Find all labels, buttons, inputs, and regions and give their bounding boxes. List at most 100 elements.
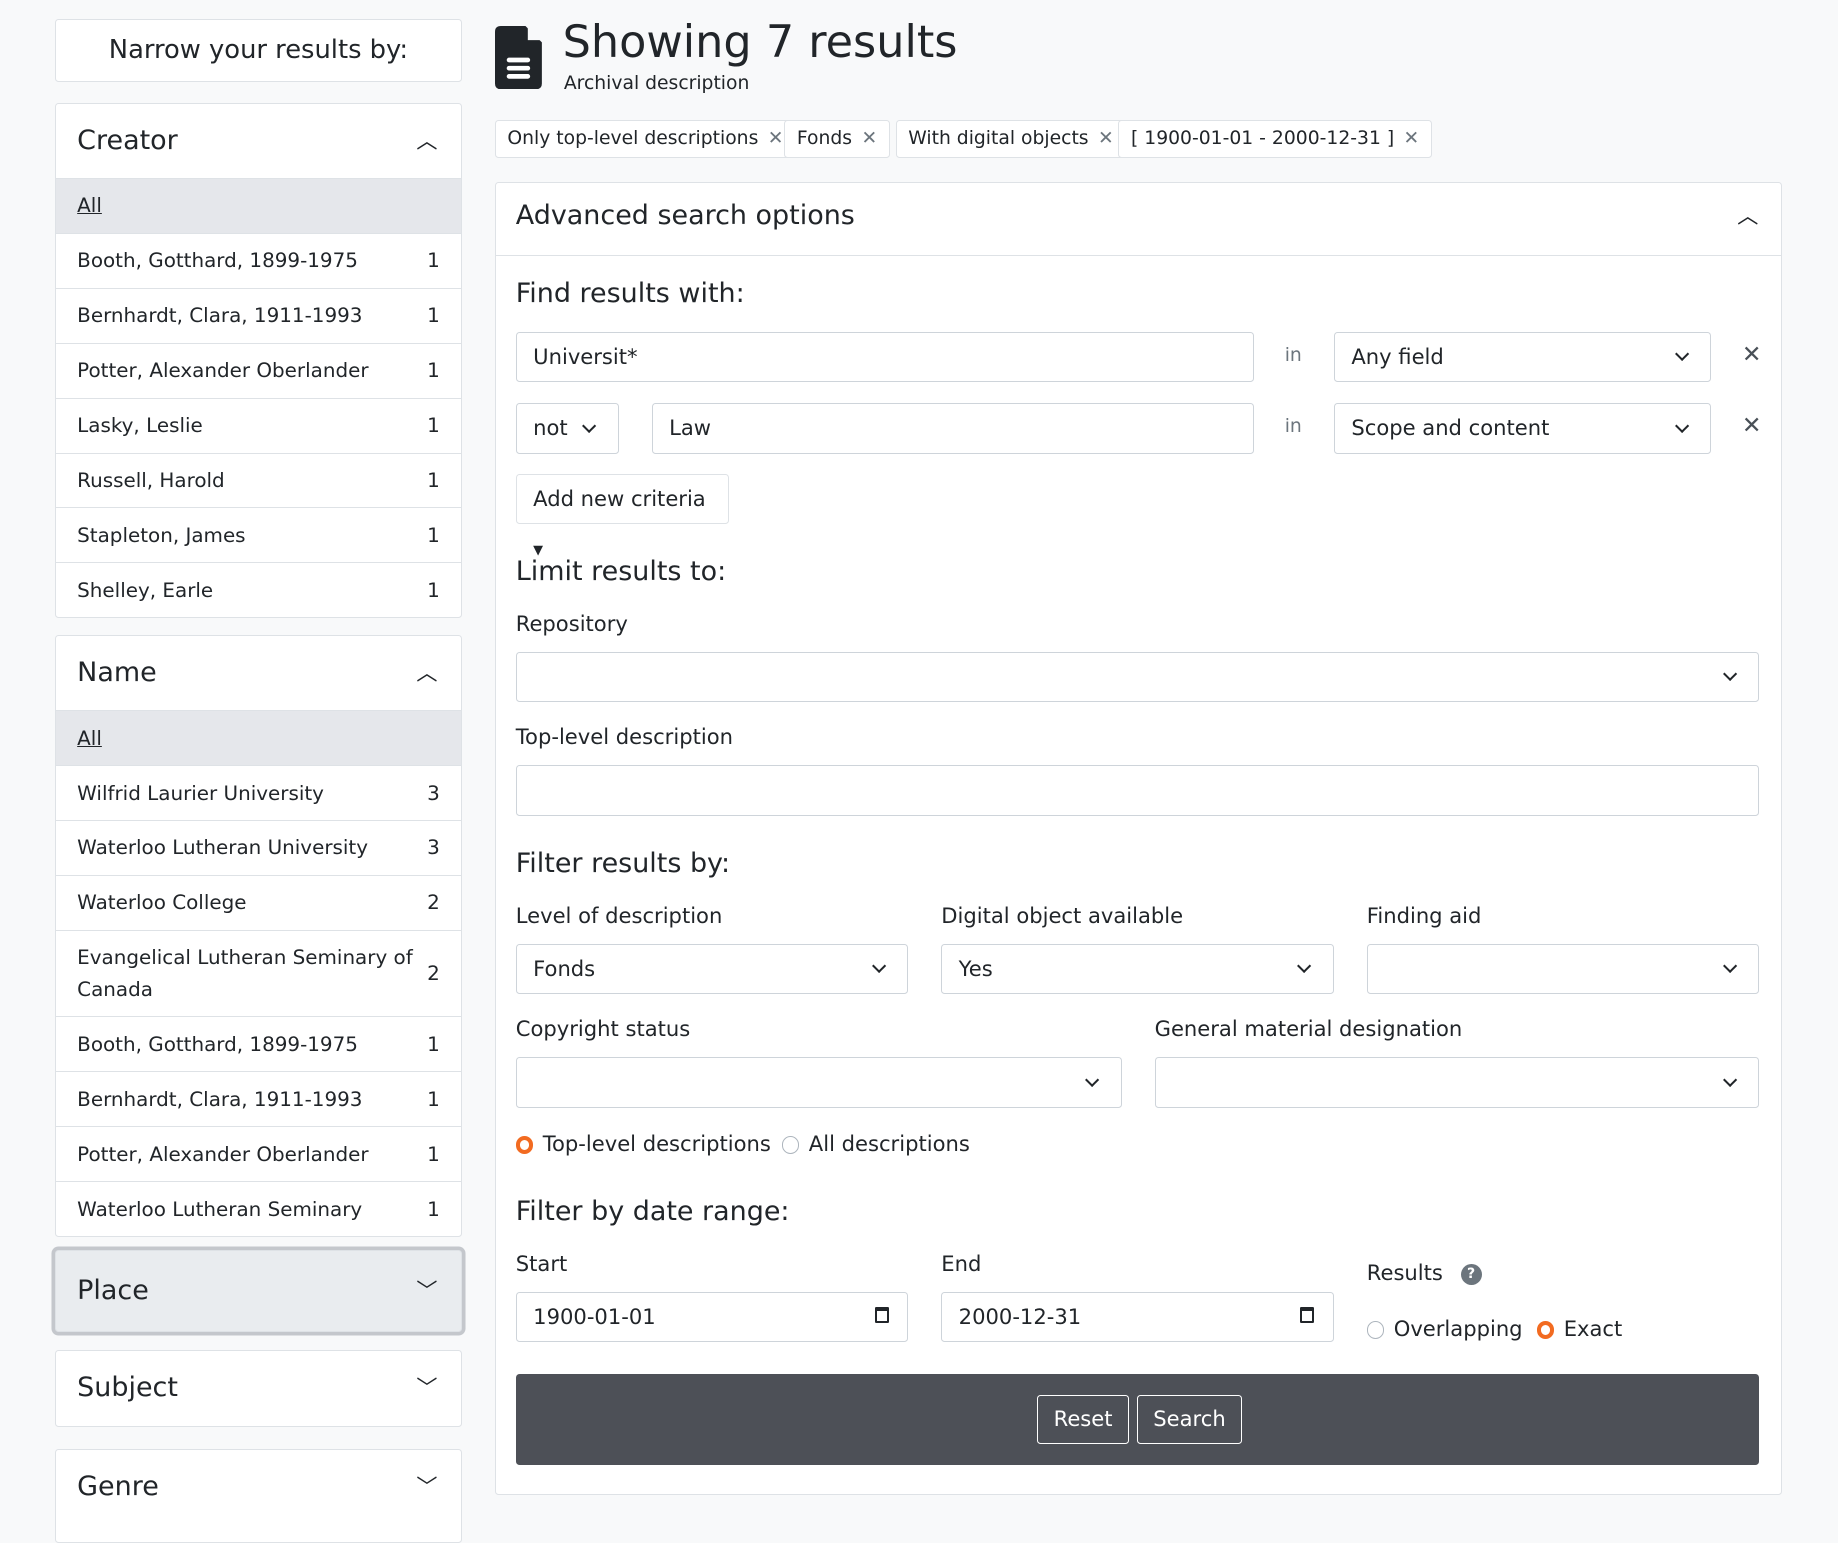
facet-item[interactable]: Russell, Harold 1 (56, 454, 461, 509)
calendar-icon[interactable] (874, 1306, 889, 1324)
copyright-label: Copyright status (515, 1016, 691, 1042)
facet-item-label: Shelley, Earle (77, 578, 214, 602)
creator-facet-header[interactable]: Creator ︿ (56, 104, 461, 179)
facet-item-label: Stapleton, James (77, 523, 246, 547)
sidebar-title: Narrow your results by: (55, 18, 462, 83)
field-select[interactable]: Any field (1333, 331, 1712, 383)
all-link[interactable]: All (77, 194, 102, 218)
name-facet-header[interactable]: Name ︿ (56, 636, 461, 712)
repository-select[interactable] (515, 651, 1760, 703)
facet-item-label: Waterloo Lutheran Seminary (77, 1197, 363, 1221)
name-all[interactable]: All (56, 711, 461, 767)
digital-object-select[interactable]: Yes (941, 943, 1334, 994)
facet-item-count: 1 (427, 523, 440, 547)
start-label: Start (515, 1250, 568, 1276)
end-date-value: 2000-12-31 (958, 1303, 1082, 1329)
radio-top-level[interactable]: Top-level descriptions (515, 1131, 771, 1156)
facet-item[interactable]: Potter, Alexander Oberlander 1 (56, 1127, 461, 1183)
radio-all[interactable]: All descriptions (781, 1131, 970, 1157)
close-icon[interactable]: ✕ (1403, 127, 1420, 149)
filter-tag[interactable]: [ 1900-01-01 - 2000-12-31 ] ✕ (1118, 119, 1432, 159)
in-label: in (1284, 344, 1302, 366)
facet-item-label: Potter, Alexander Oberlander (77, 1142, 369, 1166)
page-title: Showing 7 results (562, 16, 958, 69)
facet-item[interactable]: Evangelical Lutheran Seminary of Canada 2 (56, 931, 461, 1018)
radio-overlapping[interactable]: Overlapping (1366, 1316, 1523, 1341)
search-button[interactable]: Search (1137, 1394, 1242, 1445)
calendar-icon[interactable] (1300, 1306, 1315, 1324)
chevron-down-icon: ﹀ (416, 1277, 438, 1303)
facet-item-count: 1 (427, 578, 440, 602)
top-level-label: Top-level description (515, 724, 733, 750)
copyright-select[interactable] (515, 1057, 1122, 1108)
top-level-input[interactable] (515, 765, 1760, 816)
radio-exact[interactable]: Exact (1536, 1316, 1623, 1342)
end-label: End (941, 1250, 982, 1276)
facet-item[interactable]: Lasky, Leslie 1 (56, 399, 461, 454)
finding-aid-select[interactable] (1366, 943, 1760, 994)
facet-item[interactable]: Potter, Alexander Oberlander 1 (56, 344, 461, 399)
facet-item[interactable]: Bernhardt, Clara, 1911-1993 1 (56, 1072, 461, 1128)
radio-checked[interactable] (515, 1135, 534, 1154)
advanced-search-panel (494, 181, 1782, 1495)
field-select[interactable]: Scope and content (1333, 403, 1712, 454)
creator-all[interactable]: All (56, 178, 461, 234)
facet-item[interactable]: Shelley, Earle 1 (56, 563, 461, 617)
radio-checked[interactable] (1536, 1321, 1555, 1339)
remove-criteria-icon[interactable]: ✕ (1741, 339, 1762, 368)
chevron-up-icon: ︿ (416, 128, 438, 154)
advanced-search-header[interactable]: Advanced search options ︿ (494, 182, 1782, 256)
radio-unchecked[interactable] (781, 1135, 800, 1154)
creator-title: Creator (77, 125, 178, 157)
facet-item-count: 1 (427, 468, 440, 492)
close-icon[interactable]: ✕ (767, 127, 784, 149)
start-date-input[interactable]: 1900-01-01 (515, 1291, 909, 1343)
filter-tag[interactable]: Only top-level descriptions ✕ (494, 119, 797, 159)
facet-item[interactable]: Bernhardt, Clara, 1911-1993 1 (56, 289, 461, 344)
facet-item-label: Potter, Alexander Oberlander (77, 359, 369, 383)
start-date-value: 1900-01-01 (533, 1303, 656, 1329)
operator-select[interactable]: not (515, 403, 619, 454)
name-title: Name (77, 657, 157, 689)
document-icon (494, 25, 542, 90)
end-date-input[interactable]: 2000-12-31 (941, 1291, 1334, 1343)
search-input[interactable]: Law (651, 403, 1255, 454)
chevron-down-icon: ﹀ (416, 1375, 438, 1401)
filter-tag[interactable]: With digital objects ✕ (895, 119, 1127, 159)
facet-item-count: 1 (427, 1087, 440, 1111)
facet-item-label: Bernhardt, Clara, 1911-1993 (77, 1087, 363, 1111)
close-icon[interactable]: ✕ (1097, 127, 1114, 149)
filter-tag[interactable]: Fonds ✕ (784, 119, 890, 159)
genre-facet[interactable]: Genre ﹀ (55, 1448, 462, 1543)
facet-item[interactable]: Waterloo Lutheran Seminary 1 (56, 1182, 461, 1236)
subject-facet[interactable]: Subject ﹀ (55, 1350, 462, 1427)
facet-item-count: 1 (427, 414, 440, 438)
help-icon[interactable]: ? (1460, 1263, 1482, 1285)
facet-item[interactable]: Booth, Gotthard, 1899-1975 1 (56, 234, 461, 289)
all-link[interactable]: All (77, 726, 102, 750)
place-facet[interactable]: Place ﹀ (55, 1249, 462, 1332)
remove-criteria-icon[interactable]: ✕ (1741, 411, 1762, 440)
page-subtitle: Archival description (563, 72, 750, 94)
facet-item[interactable]: Wilfrid Laurier University 3 (56, 766, 461, 821)
search-input[interactable]: Universit* (515, 331, 1255, 383)
close-icon[interactable]: ✕ (861, 127, 878, 149)
facet-item[interactable]: Waterloo College 2 (56, 876, 461, 931)
add-criteria-label: Add new criteria (533, 485, 706, 511)
facet-item-label: Waterloo Lutheran University (77, 836, 368, 860)
level-select[interactable]: Fonds (515, 943, 909, 994)
facet-item-count: 1 (427, 359, 440, 383)
digital-label: Digital object available (941, 902, 1184, 928)
radio-label: All descriptions (808, 1131, 970, 1157)
facet-item[interactable]: Booth, Gotthard, 1899-1975 1 (56, 1017, 461, 1073)
gmd-select[interactable] (1154, 1057, 1760, 1108)
facet-item[interactable]: Stapleton, James 1 (56, 508, 461, 564)
add-criteria-button[interactable]: Add new criteria ▼ (515, 473, 730, 558)
facet-item-count: 1 (427, 249, 440, 273)
facet-item[interactable]: Waterloo Lutheran University 3 (56, 821, 461, 876)
find-heading: Find results with: (515, 277, 745, 309)
facet-item-label: Russell, Harold (77, 468, 225, 492)
reset-button[interactable]: Reset (1037, 1394, 1129, 1445)
radio-label: Exact (1563, 1316, 1623, 1342)
radio-unchecked[interactable] (1366, 1321, 1385, 1339)
